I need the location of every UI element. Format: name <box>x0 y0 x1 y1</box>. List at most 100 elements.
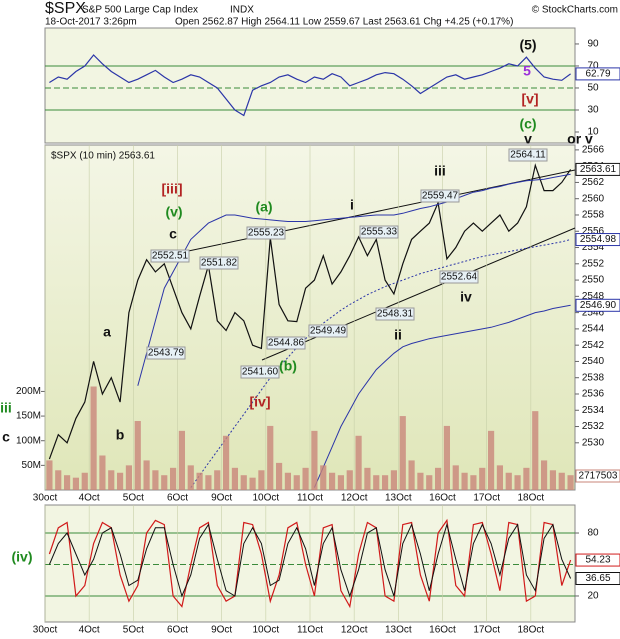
volume-bar <box>417 472 424 490</box>
wave-label: or v <box>567 131 593 147</box>
symbol: $SPX <box>45 0 86 17</box>
y-tick-label: 2556 <box>582 226 605 237</box>
price-label-box <box>375 307 415 321</box>
x-tick-label: 30oct <box>33 493 58 504</box>
x-tick-label: 12Oct <box>341 493 368 504</box>
y-tick-label: 2560 <box>582 193 605 204</box>
last-value-box <box>575 553 620 567</box>
price-label: 2555.23 <box>248 228 285 239</box>
y-tick-label: 2532 <box>582 421 605 432</box>
price-label: 2552.51 <box>152 251 189 262</box>
volume-bar <box>108 470 115 490</box>
y-tick-label: 90 <box>587 39 599 50</box>
price-label-box <box>199 256 239 270</box>
volume-bar <box>479 467 486 490</box>
y-tick-label: 2538 <box>582 372 605 383</box>
volume-bar <box>408 460 415 490</box>
quote: Open 2562.87 High 2564.11 Low 2559.67 La… <box>175 17 513 28</box>
volume-bar <box>231 467 239 490</box>
volume-bar <box>549 470 557 490</box>
y2-tick-label: 200M <box>16 386 41 397</box>
volume-bar <box>452 465 459 490</box>
last-value-box <box>575 298 620 312</box>
volume-bar <box>364 467 371 490</box>
wave-label: iii <box>434 163 446 179</box>
volume-bar <box>434 467 442 490</box>
volume-bar <box>116 472 124 490</box>
x-tick-label: 12Oct <box>341 625 368 636</box>
volume-bar <box>381 475 389 490</box>
last-value-label: 2563.61 <box>580 164 617 175</box>
price-label-box <box>508 148 548 162</box>
last-value-label: 2554.98 <box>580 234 617 245</box>
price-label: 2559.47 <box>422 191 459 202</box>
volume-bar <box>426 475 433 490</box>
price-label-box <box>240 365 280 379</box>
last-value-label: 2546.90 <box>580 300 617 311</box>
exchange: INDX <box>230 5 254 16</box>
price-label-box <box>146 346 186 360</box>
x-tick-label: 4Oct <box>79 493 100 504</box>
price-label-box <box>359 225 399 239</box>
price-label: 2541.60 <box>242 367 279 378</box>
wave-label: 5 <box>523 63 531 79</box>
wave-label: [iii] <box>162 181 183 197</box>
y-tick-label: 70 <box>587 61 599 72</box>
y-tick-label: 50 <box>587 83 599 94</box>
volume-bar <box>514 475 521 490</box>
series-line <box>48 522 572 598</box>
price-label-box <box>308 324 348 338</box>
wave-label: (c) <box>519 116 536 132</box>
volume-bar <box>46 460 53 490</box>
y-tick-label: 2530 <box>582 437 605 448</box>
volume-bar <box>196 472 203 490</box>
wave-label: (v) <box>165 204 182 220</box>
legend: $SPX (10 min) 2563.61 <box>51 151 155 162</box>
x-tick-label: 13Oct <box>385 493 412 504</box>
x-tick-label: 18Oct <box>517 493 544 504</box>
x-tick-label: 11Oct <box>297 493 323 504</box>
y-tick-label: 20 <box>587 591 599 602</box>
last-value-box <box>575 233 620 247</box>
y-tick-label: 2540 <box>582 356 605 367</box>
wave-label: iv <box>460 289 472 305</box>
copyright: © StockCharts.com <box>532 5 618 16</box>
last-value-box <box>575 469 620 483</box>
volume-bar <box>161 475 168 490</box>
x-tick-label: 13Oct <box>385 625 412 636</box>
series-line <box>48 163 572 460</box>
price-label-box <box>420 189 460 203</box>
datetime: 18-Oct-2017 3:26pm <box>45 17 137 28</box>
wave-label: i <box>350 197 354 213</box>
volume-bar <box>399 416 406 490</box>
volume-bar <box>293 475 300 490</box>
volume-bar <box>373 475 380 490</box>
price-label-box <box>246 226 286 240</box>
volume-bar <box>55 470 62 490</box>
last-value-box <box>575 67 620 81</box>
price-label: 2544.86 <box>268 338 305 349</box>
y-tick-label: 30 <box>587 105 599 116</box>
wave-label: c <box>2 429 10 445</box>
y2-tick-label: 50M <box>22 460 41 471</box>
y-tick-label: 2536 <box>582 389 605 400</box>
volume-bar <box>523 467 530 490</box>
volume-bar <box>443 425 451 490</box>
volume-bar <box>284 472 292 490</box>
x-tick-label: 16Oct <box>429 493 456 504</box>
volume-bar <box>337 475 345 490</box>
volume-bar <box>505 472 512 490</box>
volume-bar <box>152 470 159 490</box>
volume-bar <box>63 475 71 490</box>
wave-label: c <box>169 226 177 242</box>
y-tick-label: 2552 <box>582 258 605 269</box>
last-value-label: 36.65 <box>585 573 610 584</box>
price-label-box <box>150 249 190 263</box>
volume-bar <box>302 467 309 490</box>
volume-bar <box>461 472 468 490</box>
y-tick-label: 2542 <box>582 340 605 351</box>
x-tick-label: 6Oct <box>167 625 188 636</box>
x-tick-label: 30oct <box>33 625 58 636</box>
x-tick-label: 6Oct <box>167 493 188 504</box>
